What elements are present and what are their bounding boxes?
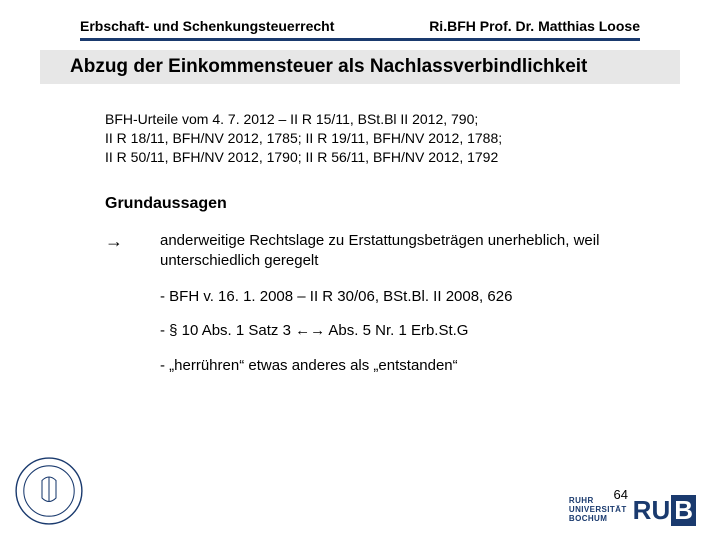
citation-line: BFH-Urteile vom 4. 7. 2012 – II R 15/11,… [105,110,650,129]
header: Erbschaft- und Schenkungsteuerrecht Ri.B… [80,18,640,41]
citations-block: BFH-Urteile vom 4. 7. 2012 – II R 15/11,… [105,110,650,167]
slide: Erbschaft- und Schenkungsteuerrecht Ri.B… [0,0,720,540]
header-topic: Erbschaft- und Schenkungsteuerrecht [80,18,334,34]
bullet-row: → anderweitige Rechtslage zu Erstattungs… [105,231,650,272]
bullet-text: anderweitige Rechtslage zu Erstattungsbe… [160,231,650,272]
rub-lettermark: RUB [633,495,696,526]
sub-point: - „herrühren“ etwas anderes als „entstan… [160,356,650,376]
sub-point: - BFH v. 16. 1. 2008 – II R 30/06, BSt.B… [160,287,650,307]
rub-line: BOCHUM [569,515,627,524]
rub-letter: B [671,495,696,526]
rub-letter: U [651,495,670,526]
rub-logo: RUHR UNIVERSITÄT BOCHUM RUB [569,495,696,526]
page-title: Abzug der Einkommensteuer als Nachlassve… [70,56,650,78]
arrow-icon: → [105,231,160,272]
university-seal-icon [14,456,84,526]
citation-line: II R 50/11, BFH/NV 2012, 1790; II R 56/1… [105,148,650,167]
header-author: Ri.BFH Prof. Dr. Matthias Loose [429,18,640,34]
rub-wordmark: RUHR UNIVERSITÄT BOCHUM [569,497,627,523]
body: BFH-Urteile vom 4. 7. 2012 – II R 15/11,… [105,110,650,390]
title-band: Abzug der Einkommensteuer als Nachlassve… [40,50,680,84]
rub-letter: R [633,495,652,526]
citation-line: II R 18/11, BFH/NV 2012, 1785; II R 19/1… [105,129,650,148]
sub-point: - § 10 Abs. 1 Satz 3 ←→ Abs. 5 Nr. 1 Erb… [160,321,650,341]
section-heading: Grundaussagen [105,195,650,213]
